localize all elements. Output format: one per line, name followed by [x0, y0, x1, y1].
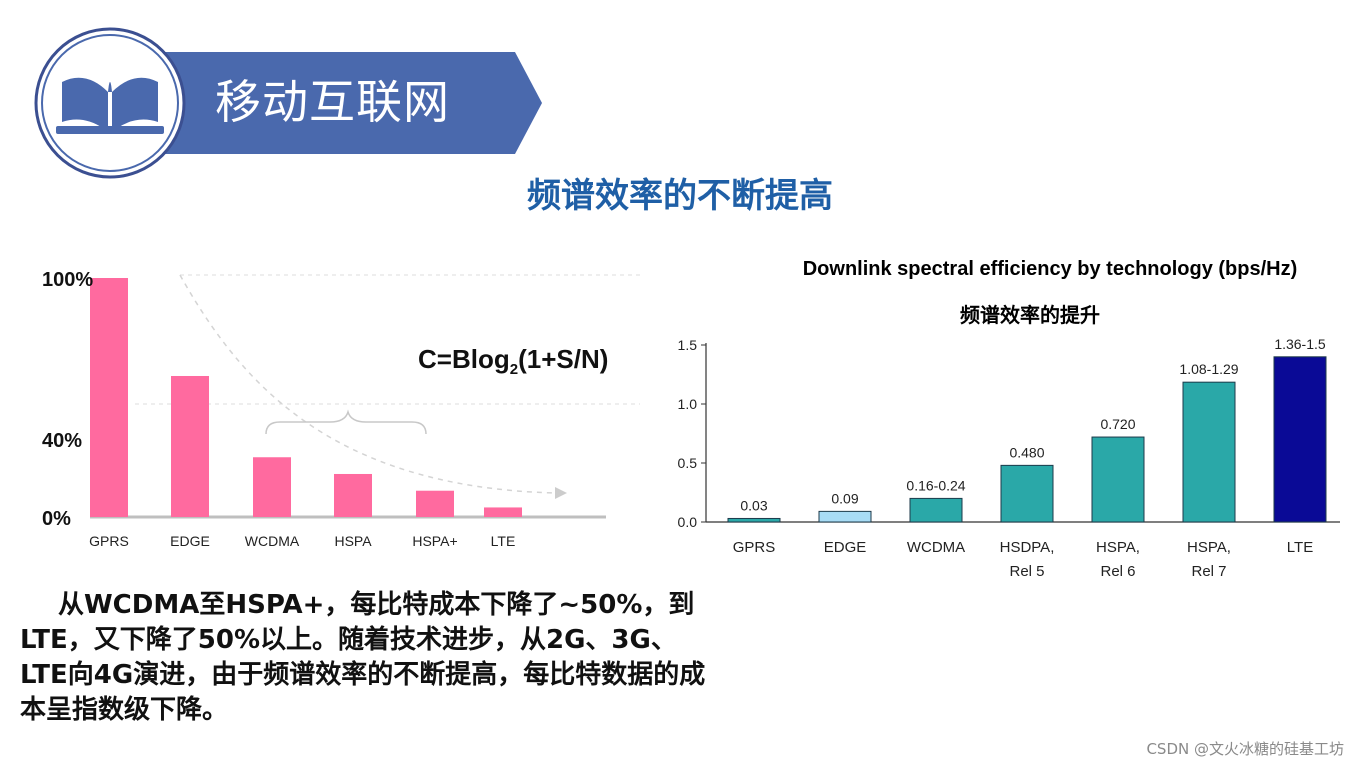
- brace: [265, 409, 427, 435]
- category-label: GPRS: [89, 533, 129, 549]
- data-label: 0.720: [1100, 416, 1135, 432]
- y-tick-label: 0%: [42, 508, 71, 530]
- bar-gprs: [90, 278, 128, 517]
- data-label: 0.480: [1009, 444, 1044, 460]
- shannon-formula: C=Blog2(1+S/N): [418, 344, 608, 378]
- formula-suffix: (1+S/N): [518, 344, 609, 374]
- banner-arrow: [90, 52, 542, 154]
- category-label: WCDMA: [907, 539, 965, 556]
- category-label: HSPA,: [1187, 539, 1231, 556]
- watermark: CSDN @文火冰糖的硅基工坊: [1146, 740, 1344, 758]
- category-label: EDGE: [170, 533, 210, 549]
- explanation-paragraph: 从WCDMA至HSPA+，每比特成本下降了~50%，到LTE，又下降了50%以上…: [20, 588, 720, 728]
- bar-hspa: [334, 473, 372, 517]
- y-tick-label: 0.0: [678, 514, 698, 530]
- category-label: HSPA,: [1096, 539, 1140, 556]
- bar-1: [818, 510, 872, 523]
- book-icon: [56, 77, 164, 134]
- category-label: HSDPA,: [1000, 539, 1055, 556]
- bar-hspaplus: [416, 490, 454, 517]
- category-label: GPRS: [733, 539, 776, 556]
- category-label: HSPA: [334, 533, 372, 549]
- formula-prefix: C=Blog: [418, 344, 510, 374]
- right-chart-title: Downlink spectral efficiency by technolo…: [802, 258, 1298, 280]
- banner-title: 移动互联网: [215, 75, 450, 129]
- decay-curve: [179, 274, 556, 494]
- banner: [34, 27, 542, 179]
- category-label: LTE: [1287, 539, 1313, 556]
- decay-arrow-head: [555, 487, 567, 499]
- bar-5: [1182, 381, 1236, 523]
- category-label: Rel 6: [1100, 563, 1135, 580]
- y-tick-label: 40%: [42, 430, 82, 452]
- category-label: EDGE: [824, 539, 867, 556]
- bar-4: [1091, 436, 1145, 523]
- y-tick-label: 100%: [42, 269, 93, 291]
- bar-0: [727, 517, 781, 523]
- y-tick-label: 1.0: [678, 396, 698, 412]
- category-label: WCDMA: [245, 533, 300, 549]
- paragraph-text: 从WCDMA至HSPA+，每比特成本下降了~50%，到LTE，又下降了50%以上…: [20, 590, 706, 725]
- right-chart-subtitle: 频谱效率的提升: [960, 303, 1100, 327]
- data-label: 0.09: [831, 490, 858, 506]
- bar-6: [1273, 356, 1327, 523]
- data-label: 1.36-1.5: [1274, 336, 1326, 352]
- cost-decline-chart: 100% 40% 0% GPRS EDGE WCDMA HSPA HSPA+ LTE: [42, 269, 640, 549]
- data-label: 0.16-0.24: [906, 477, 965, 493]
- bar-3: [1000, 464, 1054, 523]
- bar-edge: [171, 375, 209, 517]
- y-tick-label: 1.5: [678, 337, 698, 353]
- formula-subscript: 2: [509, 361, 519, 379]
- bar-2: [909, 497, 963, 523]
- category-label: Rel 7: [1191, 563, 1226, 580]
- bar-wcdma: [253, 457, 291, 517]
- data-label: 1.08-1.29: [1179, 361, 1238, 377]
- data-label: 0.03: [740, 497, 767, 513]
- slide-title: 频谱效率的不断提高: [527, 176, 833, 216]
- category-label: HSPA+: [412, 533, 457, 549]
- spectral-efficiency-chart: 0.0 0.5 1.0 1.5 0.03 0.09 0.16-0.24 0.480 0.720…: [678, 336, 1340, 580]
- category-label: LTE: [491, 533, 516, 549]
- y-tick-label: 0.5: [678, 455, 698, 471]
- category-label: Rel 5: [1009, 563, 1044, 580]
- bar-lte: [484, 507, 522, 517]
